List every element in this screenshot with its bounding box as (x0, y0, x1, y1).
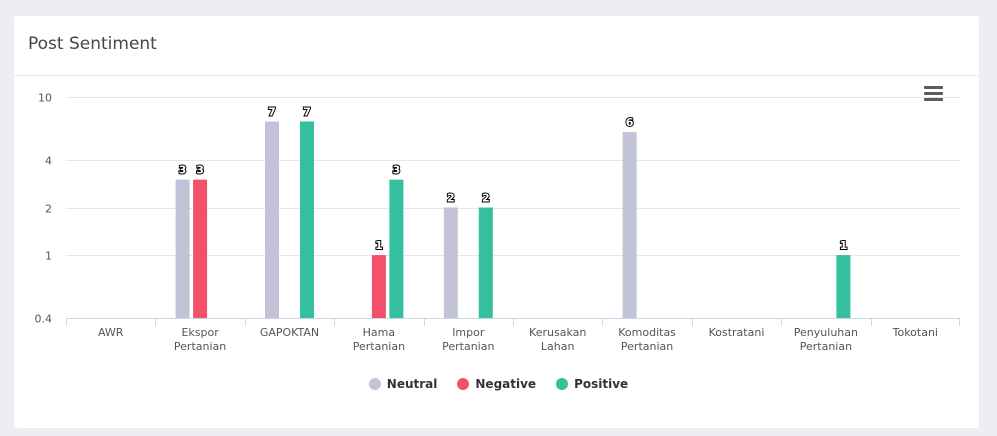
x-tick-label: GAPOKTAN (260, 326, 319, 339)
data-label: 7 (268, 105, 276, 118)
legend-label: Neutral (386, 377, 438, 391)
bar-positive (389, 179, 404, 318)
y-tick-label: 0.4 (35, 313, 53, 326)
chart-legend: Neutral Negative Positive (0, 377, 997, 391)
bar-neutral (175, 179, 190, 318)
post-sentiment-card: Post Sentiment (14, 16, 979, 428)
bar-neutral (265, 121, 279, 319)
data-label: 1 (375, 239, 383, 252)
x-tick-label: Kerusakan Lahan (529, 326, 586, 353)
x-tick-label: Kostratani (709, 326, 765, 339)
legend-item-positive[interactable]: Positive (556, 377, 628, 391)
x-tick-label: Impor Pertanian (442, 326, 494, 353)
data-label: 6 (626, 116, 634, 129)
y-tick-label: 10 (38, 92, 52, 105)
x-tick-label: Hama Pertanian (353, 326, 405, 353)
data-label: 1 (840, 239, 848, 252)
bar-neutral (443, 207, 458, 318)
legend-item-neutral[interactable]: Neutral (368, 377, 438, 391)
x-tick-label: Ekspor Pertanian (174, 326, 226, 353)
y-tick-label: 4 (45, 155, 52, 168)
hamburger-menu-icon (924, 86, 943, 89)
y-tick-label: 1 (45, 250, 52, 263)
data-label: 2 (447, 192, 455, 205)
legend-label: Positive (574, 377, 629, 391)
x-tick-label: Tokotani (892, 326, 938, 339)
y-tick-label: 2 (45, 203, 52, 216)
legend-label: Negative (475, 377, 537, 391)
bar-negative (193, 179, 208, 318)
data-label: 3 (179, 164, 187, 177)
data-label: 3 (196, 164, 204, 177)
x-tick-label: AWR (98, 326, 124, 339)
bar-positive (478, 207, 493, 318)
legend-marker (457, 378, 470, 390)
x-tick-label: Penyuluhan Pertanian (794, 326, 858, 353)
legend-marker (556, 378, 569, 390)
bar-positive (300, 121, 314, 319)
data-label: 7 (303, 105, 311, 118)
legend-marker (368, 378, 381, 390)
card-title: Post Sentiment (28, 34, 157, 54)
bar-positive (836, 255, 851, 318)
legend-item-negative[interactable]: Negative (457, 377, 536, 391)
bar-negative (371, 255, 386, 318)
x-tick-label: Komoditas Pertanian (618, 326, 676, 353)
chart-menu-button[interactable] (924, 86, 943, 102)
data-label: 2 (482, 192, 490, 205)
data-label: 3 (393, 164, 401, 177)
card-header: Post Sentiment (14, 16, 979, 76)
bar-neutral (622, 132, 637, 318)
